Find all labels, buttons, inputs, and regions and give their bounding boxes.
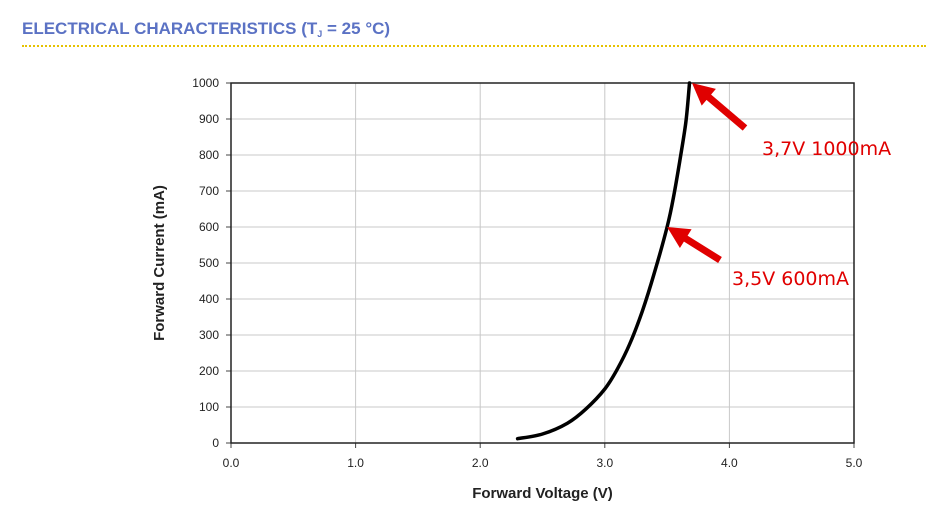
x-tick-label: 1.0 [347,456,364,470]
x-tick-label: 0.0 [223,456,240,470]
y-tick-label: 400 [199,292,219,306]
heading-text: ELECTRICAL CHARACTERISTICS (T [22,19,318,38]
annotations: 3,7V 1000mA 3,5V 600mA [667,83,891,290]
y-tick-label: 300 [199,328,219,342]
section-heading: ELECTRICAL CHARACTERISTICS (TJ = 25 °C) [22,19,390,39]
annotation-arrow-head [667,227,692,248]
x-tick-label: 5.0 [846,456,863,470]
grid-lines [226,82,855,448]
annotation-label: 3,7V 1000mA [762,138,891,160]
y-tick-label: 600 [199,220,219,234]
y-tick-label: 900 [199,112,219,126]
y-tick-label: 1000 [192,76,219,90]
y-axis-title: Forward Current (mA) [151,185,168,341]
annotation-arrow-head [692,83,716,106]
x-tick-label: 4.0 [721,456,738,470]
annotation-arrow-shaft [682,234,722,263]
plot-frame [230,82,855,444]
series-lines [515,81,692,441]
heading-text-suffix: = 25 °C) [322,19,391,38]
y-tick-label: 100 [199,400,219,414]
plot-border [230,82,855,444]
heading-divider [22,45,926,47]
x-axis-title: Forward Voltage (V) [472,485,613,502]
annotation-label: 3,5V 600mA [732,268,849,290]
x-tick-labels: 0.0 1.0 2.0 3.0 4.0 5.0 [223,456,863,470]
y-tick-label: 700 [199,184,219,198]
y-tick-labels: 0 100 200 300 400 500 600 700 800 900 1000 [192,76,219,450]
y-tick-label: 0 [212,436,219,450]
y-tick-label: 800 [199,148,219,162]
y-tick-label: 200 [199,364,219,378]
x-tick-label: 2.0 [472,456,489,470]
y-tick-label: 500 [199,256,219,270]
annotation-arrow-shaft [704,93,748,131]
x-tick-label: 3.0 [596,456,613,470]
series-line [515,81,692,441]
heading-subscript: J [317,29,323,39]
